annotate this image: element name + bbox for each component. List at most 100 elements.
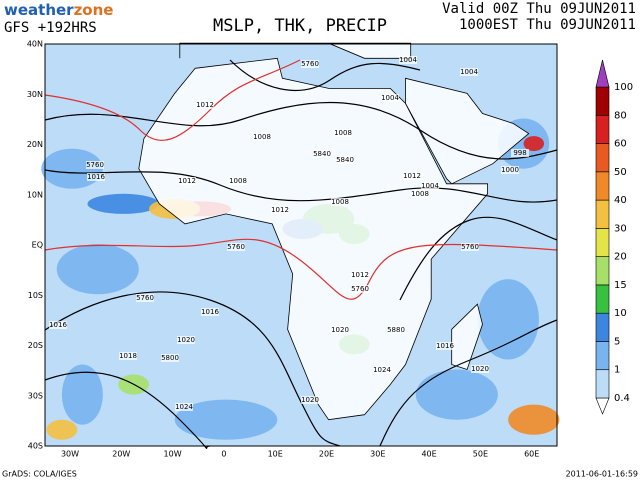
thickness-line	[44, 59, 301, 141]
lat-label: 30N	[27, 90, 43, 99]
contour-label-bg	[86, 161, 104, 169]
precip-area	[174, 399, 278, 440]
colorbar-label: 10	[614, 308, 627, 319]
lon-label: 50E	[473, 450, 488, 459]
contour-label-bg	[501, 166, 519, 174]
precip-area	[61, 364, 103, 425]
contour-label-bg	[178, 177, 196, 185]
contour-label-bg	[460, 68, 478, 76]
contour-label-bg	[381, 94, 399, 102]
colorbar-box	[595, 256, 610, 286]
colorbar-label: 50	[614, 167, 627, 178]
contour-label-bg	[334, 129, 352, 137]
logo-weather: weather	[4, 1, 74, 19]
colorbar-box	[595, 171, 610, 201]
colorbar-label: 60	[614, 139, 627, 150]
contour-label-bg	[87, 173, 105, 181]
contour-label-bg	[301, 396, 319, 404]
precip-area	[46, 419, 78, 440]
lon-label: 10E	[268, 450, 283, 459]
contour-label-bg	[511, 149, 529, 157]
colorbar-label: 100	[614, 82, 633, 93]
contour-label-bg	[177, 336, 195, 344]
valid-utc: Valid 00Z Thu 09JUN2011	[442, 1, 636, 17]
logo: weatherzone	[4, 1, 113, 19]
colorbar-label: 20	[614, 252, 627, 263]
contour-label: 5760	[461, 243, 479, 251]
lon-label: 30E	[370, 450, 385, 459]
lat-label: 10S	[28, 291, 43, 300]
contour-label-bg	[301, 60, 319, 68]
contour-label-bg	[136, 294, 154, 302]
contour-label: 1018	[119, 352, 137, 360]
map: 1004576010121008100410085840100499857601…	[41, 42, 560, 449]
contour-label-bg	[175, 403, 193, 411]
contour-label-bg	[331, 198, 349, 206]
contour-label: 5760	[351, 285, 369, 293]
contour-label: 5840	[336, 156, 354, 164]
contour-label: 1012	[178, 177, 196, 185]
colorbar-box	[595, 143, 610, 173]
contour-label: 1024	[175, 403, 193, 411]
colorbar-box	[595, 199, 610, 229]
coastline	[179, 42, 412, 59]
logo-zone: zone	[74, 1, 114, 19]
valid-local: 1000EST Thu 09JUN2011	[459, 17, 636, 33]
colorbar-label: 30	[614, 223, 627, 234]
contour-label: 1020	[301, 396, 319, 404]
contour-label: 1020	[331, 326, 349, 334]
isobar	[44, 101, 558, 160]
contour-label-bg	[336, 156, 354, 164]
contour-label-bg	[229, 177, 247, 185]
contour-label-bg	[471, 365, 489, 373]
colorbar-label: 40	[614, 195, 627, 206]
thickness-line	[44, 238, 558, 300]
precip-area	[508, 404, 560, 435]
isobar	[44, 371, 211, 449]
colorbar-label: 0.4	[614, 393, 630, 404]
precip-area	[87, 193, 160, 214]
contour-label-bg	[411, 190, 429, 198]
contour-label: 1016	[49, 321, 67, 329]
lat-label: 40S	[28, 442, 43, 451]
contour-label: 1020	[177, 336, 195, 344]
contour-label-bg	[119, 352, 137, 360]
contour-label: 1024	[373, 366, 391, 374]
colorbar-label: 80	[614, 110, 627, 121]
isobar	[379, 319, 558, 447]
lon-label: 60E	[524, 450, 539, 459]
isobar	[229, 59, 421, 91]
colorbar-box	[595, 312, 610, 342]
contour-label: 1008	[411, 190, 429, 198]
lat-label: 20N	[27, 140, 43, 149]
contour-label-bg	[253, 133, 271, 141]
contour-label: 5760	[301, 60, 319, 68]
contours: 1004576010121008100410085840100499857601…	[44, 56, 558, 449]
contour-label: 998	[513, 149, 526, 157]
coastline	[451, 303, 483, 371]
lat-label: 20S	[28, 341, 43, 350]
colorbar-box	[595, 341, 610, 371]
contour-label: 5760	[136, 294, 154, 302]
contour-label: 1012	[351, 271, 369, 279]
contour-label-bg	[373, 366, 391, 374]
contour-label-bg	[387, 326, 405, 334]
lat-label: 30S	[28, 391, 43, 400]
contour-label: 1012	[403, 172, 421, 180]
contour-label-bg	[351, 271, 369, 279]
contour-label-bg	[227, 243, 245, 251]
contour-label: 1016	[201, 308, 219, 316]
colorbar-label: 5	[614, 336, 620, 347]
contour-label: 1004	[381, 94, 399, 102]
contour-label: 1008	[334, 129, 352, 137]
colorbar-label: 1	[614, 365, 620, 376]
contour-label-bg	[461, 243, 479, 251]
precip-area	[415, 369, 498, 420]
contour-label: 5880	[387, 326, 405, 334]
contour-label: 1020	[471, 365, 489, 373]
lon-label: 10W	[164, 450, 182, 459]
model-run: GFS +192HRS	[4, 20, 97, 36]
contour-label-bg	[196, 101, 214, 109]
contour-label: 1008	[253, 133, 271, 141]
